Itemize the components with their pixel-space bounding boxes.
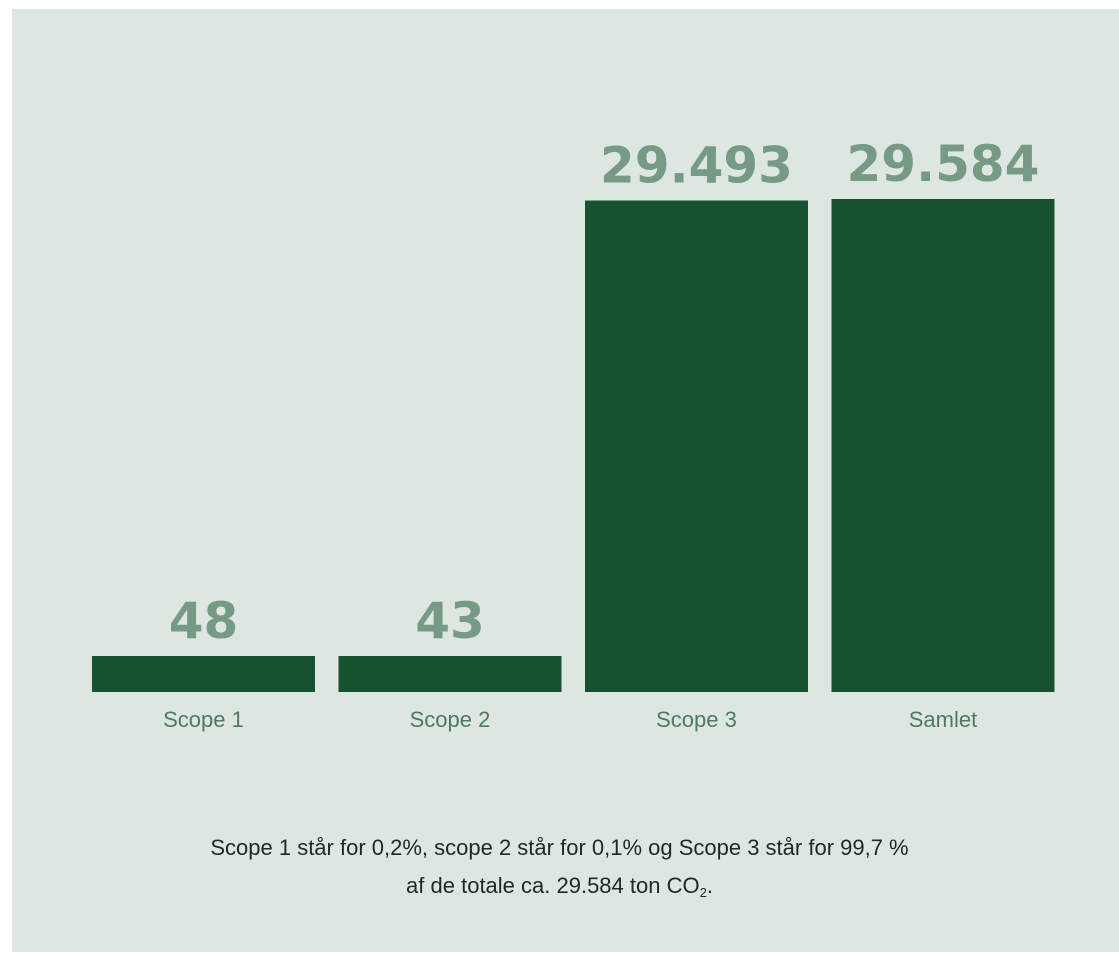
bar-samlet <box>831 199 1055 692</box>
caption-line-1: Scope 1 står for 0,2%, scope 2 står for … <box>210 835 909 860</box>
category-label-scope-1: Scope 1 <box>163 707 244 732</box>
chart-caption: Scope 1 står for 0,2%, scope 2 står for … <box>0 829 1119 912</box>
value-label-scope-3: 29.493 <box>600 137 793 195</box>
bar-scope-3 <box>585 200 808 692</box>
bar-chart: 48 Scope 1 43 Scope 2 29.493 Scope 3 29.584 Sam… <box>92 135 1055 732</box>
category-label-samlet: Samlet <box>909 707 977 732</box>
value-label-scope-1: 48 <box>169 592 239 650</box>
caption-line-2-text: af de totale ca. 29.584 ton CO <box>406 873 700 898</box>
caption-line-2: af de totale ca. 29.584 ton CO2. <box>0 867 1119 912</box>
category-label-scope-3: Scope 3 <box>656 707 737 732</box>
value-label-scope-2: 43 <box>415 592 485 650</box>
category-label-scope-2: Scope 2 <box>410 707 491 732</box>
co2-subscript: 2 <box>699 885 707 900</box>
value-label-samlet: 29.584 <box>847 135 1040 193</box>
bar-scope-1 <box>92 656 315 692</box>
bar-scope-2 <box>338 656 562 692</box>
caption-line-2-end: . <box>706 873 713 898</box>
